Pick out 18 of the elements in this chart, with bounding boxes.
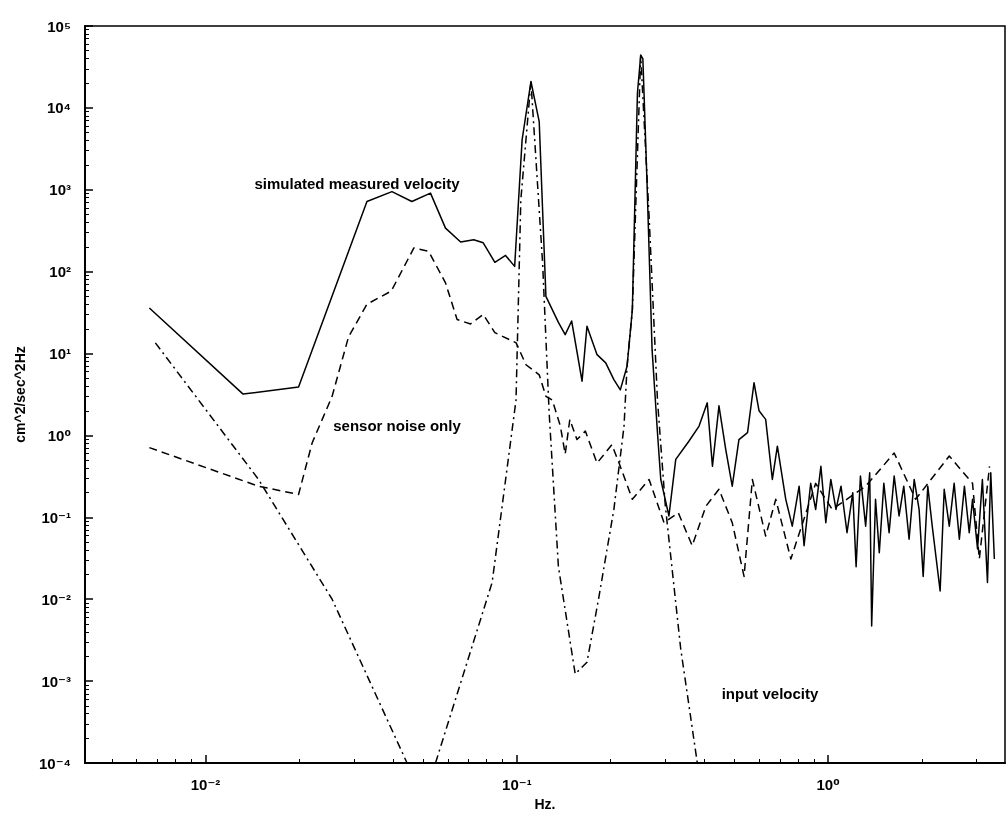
y-tick-label: 10² bbox=[49, 263, 71, 281]
x-axis-title: Hz. bbox=[534, 795, 556, 812]
x-tick-label: 10⁻¹ bbox=[502, 776, 532, 793]
y-tick-label: 10¹ bbox=[49, 345, 71, 363]
annotation: simulated measured velocity bbox=[254, 174, 461, 192]
x-tick-label: 10⁰ bbox=[816, 776, 840, 793]
y-tick-label: 10³ bbox=[49, 181, 71, 199]
x-tick-label: 10⁻² bbox=[190, 776, 221, 793]
y-axis-title: cm^2/sec^2Hz bbox=[12, 346, 28, 443]
y-tick-label: 10⁻⁴ bbox=[38, 754, 71, 772]
y-tick-label: 10⁴ bbox=[46, 99, 71, 117]
y-tick-label: 10⁻³ bbox=[41, 672, 71, 690]
y-tick-label: 10⁻² bbox=[41, 590, 71, 608]
y-tick-label: 10⁻¹ bbox=[41, 508, 71, 526]
y-tick-label: 10⁵ bbox=[47, 17, 71, 35]
annotation: input velocity bbox=[721, 684, 819, 702]
y-tick-label: 10⁰ bbox=[47, 426, 71, 444]
annotation: sensor noise only bbox=[333, 416, 462, 434]
